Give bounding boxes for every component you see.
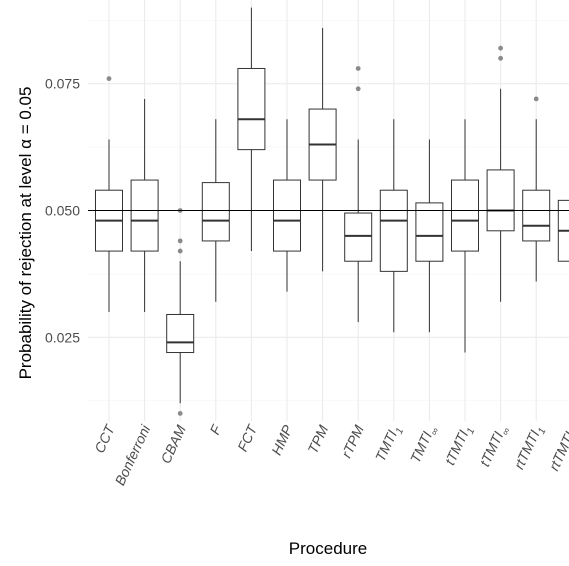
- y-tick-labels: 0.025 0.050 0.075: [45, 76, 80, 346]
- x-tick-label: CCT: [91, 421, 118, 455]
- box-1: [95, 76, 123, 312]
- outlier-point: [177, 238, 183, 244]
- box-6: [273, 119, 301, 292]
- boxes-group: [95, 7, 569, 416]
- box-iqr: [451, 179, 479, 252]
- box-iqr: [415, 202, 444, 262]
- y-tick-label: 0.025: [45, 329, 80, 345]
- x-tick-label-main: TPM: [304, 422, 331, 456]
- box-8: [344, 66, 373, 323]
- x-tick-label: CBAM: [157, 422, 189, 466]
- x-tick-label: TMTI∞: [407, 423, 442, 468]
- box-4: [201, 119, 230, 302]
- outlier-point: [106, 76, 112, 82]
- x-tick-label-main: Bonferroni: [112, 422, 154, 488]
- x-tick-label-subscript: 1: [465, 426, 477, 436]
- outlier-point: [498, 55, 503, 61]
- x-tick-label-main: CBAM: [157, 422, 189, 466]
- box-13: [522, 96, 551, 282]
- x-axis-title: Procedure: [289, 539, 367, 558]
- box-iqr: [344, 212, 373, 262]
- x-tick-label: FCT: [234, 421, 261, 454]
- x-tick-label-main: CCT: [91, 421, 118, 455]
- box-iqr: [273, 179, 301, 252]
- x-tick-label: rTPM: [338, 422, 367, 460]
- box-11: [451, 119, 479, 353]
- x-tick-label-main: rTPM: [338, 422, 367, 460]
- box-9: [379, 119, 408, 333]
- box-iqr: [522, 189, 551, 242]
- x-tick-label: HMP: [268, 422, 296, 458]
- x-tick-label: tTMTI∞: [476, 423, 513, 471]
- x-tick-label-main: rtTMTI: [511, 427, 543, 471]
- outlier-point: [177, 410, 183, 416]
- x-tick-label-main: tTMTI: [476, 429, 506, 469]
- box-10: [415, 139, 444, 333]
- x-tick-label: F: [206, 421, 225, 437]
- x-tick-label-main: F: [206, 421, 225, 437]
- x-tick-label: TPM: [304, 422, 331, 456]
- box-2: [130, 98, 159, 312]
- box-7: [308, 27, 337, 272]
- x-tick-label-subscript: 1: [536, 426, 548, 436]
- box-iqr: [237, 67, 266, 151]
- x-tick-label-subscript: ∞: [500, 426, 513, 437]
- outlier-point: [177, 248, 183, 254]
- x-tick-label-main: HMP: [268, 422, 296, 458]
- x-tick-label: rtTMTI1: [511, 423, 549, 474]
- x-tick-label-main: rtTMTI: [546, 429, 569, 473]
- outlier-point: [533, 96, 539, 102]
- y-tick-label: 0.050: [45, 203, 80, 219]
- x-tick-label: rtTMTI∞: [546, 423, 569, 475]
- outlier-point: [498, 45, 503, 51]
- box-iqr: [486, 169, 515, 232]
- outlier-point: [355, 86, 361, 92]
- box-iqr: [379, 189, 408, 272]
- y-axis-title: Probability of rejection at level α = 0.…: [16, 87, 35, 380]
- y-tick-label: 0.075: [45, 76, 80, 92]
- box-iqr: [166, 313, 195, 354]
- box-14: [557, 199, 569, 262]
- outlier-point: [355, 66, 361, 71]
- x-tick-label-subscript: 1: [394, 426, 406, 436]
- box-iqr: [201, 182, 230, 242]
- box-3: [166, 208, 195, 416]
- x-tick-label-main: FCT: [234, 421, 261, 454]
- x-tick-label-main: tTMTI: [441, 427, 471, 467]
- x-tick-label: TMTI1: [372, 423, 406, 466]
- x-tick-label-subscript: ∞: [429, 426, 442, 437]
- x-tick-label: tTMTI1: [441, 423, 477, 470]
- box-iqr: [130, 179, 159, 252]
- x-tick-label: Bonferroni: [112, 422, 154, 488]
- box-5: [237, 7, 266, 252]
